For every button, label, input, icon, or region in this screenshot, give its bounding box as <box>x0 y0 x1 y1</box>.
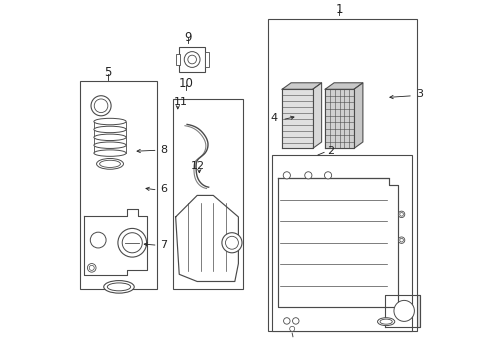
Polygon shape <box>83 210 146 275</box>
Ellipse shape <box>379 319 391 324</box>
Text: 5: 5 <box>104 66 112 79</box>
Bar <box>179 46 204 72</box>
Circle shape <box>399 238 403 242</box>
Circle shape <box>91 96 111 116</box>
Text: 4: 4 <box>270 113 277 123</box>
Circle shape <box>122 233 142 253</box>
Polygon shape <box>325 89 353 148</box>
Text: 7: 7 <box>160 239 167 249</box>
Polygon shape <box>325 83 362 89</box>
Ellipse shape <box>94 126 126 133</box>
Bar <box>204 52 209 67</box>
Circle shape <box>94 99 108 113</box>
Circle shape <box>225 236 238 249</box>
Circle shape <box>187 55 196 64</box>
Text: 8: 8 <box>160 144 167 154</box>
Circle shape <box>399 212 403 216</box>
Bar <box>176 54 180 65</box>
Circle shape <box>324 172 331 179</box>
Circle shape <box>292 318 298 324</box>
Ellipse shape <box>94 134 126 140</box>
Polygon shape <box>385 295 419 327</box>
Bar <box>272 155 411 330</box>
Ellipse shape <box>377 318 394 325</box>
Polygon shape <box>282 83 321 89</box>
Circle shape <box>398 237 404 243</box>
Circle shape <box>289 326 294 331</box>
Bar <box>267 19 416 331</box>
Text: 1: 1 <box>335 3 343 16</box>
Text: 2: 2 <box>326 145 333 156</box>
Text: 12: 12 <box>190 161 204 171</box>
Polygon shape <box>277 178 397 307</box>
Circle shape <box>283 172 290 179</box>
Ellipse shape <box>393 300 413 321</box>
Polygon shape <box>312 83 321 148</box>
Text: 11: 11 <box>174 97 187 107</box>
Ellipse shape <box>107 283 130 291</box>
Circle shape <box>222 233 242 253</box>
Polygon shape <box>282 89 312 148</box>
Circle shape <box>398 211 404 217</box>
Bar <box>172 99 242 289</box>
Ellipse shape <box>103 280 134 293</box>
Ellipse shape <box>94 118 126 125</box>
Circle shape <box>87 264 96 272</box>
Circle shape <box>184 51 200 67</box>
Polygon shape <box>353 83 362 148</box>
Circle shape <box>283 318 289 324</box>
Text: 6: 6 <box>160 184 167 194</box>
Circle shape <box>118 228 146 257</box>
Text: 3: 3 <box>415 89 422 99</box>
Text: 10: 10 <box>178 77 193 90</box>
Ellipse shape <box>100 160 120 167</box>
Ellipse shape <box>96 158 123 169</box>
Text: 9: 9 <box>183 31 191 44</box>
Circle shape <box>90 232 106 248</box>
Bar <box>80 81 156 289</box>
Ellipse shape <box>94 150 126 156</box>
Polygon shape <box>175 195 238 282</box>
Ellipse shape <box>94 142 126 148</box>
Circle shape <box>304 172 311 179</box>
Circle shape <box>89 265 94 270</box>
